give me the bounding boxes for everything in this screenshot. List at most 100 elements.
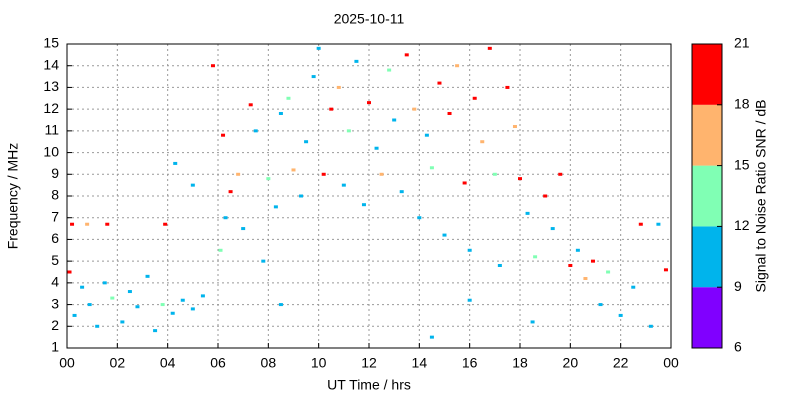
data-point <box>291 168 296 172</box>
colorbar-frame <box>691 43 723 349</box>
data-point <box>200 294 205 298</box>
colorbar-label: Signal to Noise Ratio SNR / dB <box>753 100 769 293</box>
data-point <box>417 216 422 220</box>
data-point <box>533 255 538 259</box>
data-point <box>105 222 110 226</box>
data-point <box>163 222 168 226</box>
colorbar-bin <box>692 287 722 348</box>
data-point <box>472 96 477 100</box>
data-point <box>80 285 85 289</box>
x-tick-label: 14 <box>412 355 428 371</box>
x-axis-label: UT Time / hrs <box>327 377 411 393</box>
colorbar-tick-label: 9 <box>734 278 742 294</box>
data-point <box>153 329 158 333</box>
data-point <box>638 222 643 226</box>
data-point <box>278 111 283 115</box>
data-point <box>442 233 447 237</box>
data-point <box>505 85 510 89</box>
data-point <box>228 190 233 194</box>
data-point <box>374 146 379 150</box>
data-point <box>631 285 636 289</box>
data-point <box>429 335 434 339</box>
data-point <box>85 222 90 226</box>
data-point <box>648 324 653 328</box>
data-point <box>387 68 392 72</box>
data-point <box>497 263 502 267</box>
data-point <box>575 248 580 252</box>
data-point <box>656 222 661 226</box>
data-point <box>190 183 195 187</box>
data-point <box>467 298 472 302</box>
data-point <box>299 194 304 198</box>
y-tick-label: 8 <box>51 187 59 203</box>
data-point <box>361 203 366 207</box>
data-point <box>170 311 175 315</box>
y-tick-label: 13 <box>43 78 59 94</box>
colorbar-tick-label: 18 <box>734 96 750 112</box>
data-point <box>236 172 241 176</box>
data-point <box>261 259 266 263</box>
data-point <box>412 107 417 111</box>
data-point <box>110 296 115 300</box>
data-point <box>590 259 595 263</box>
data-point <box>367 101 371 105</box>
data-point <box>467 248 472 252</box>
data-point <box>253 129 258 133</box>
data-point <box>223 216 228 220</box>
data-point <box>447 111 452 115</box>
data-point <box>173 161 178 165</box>
data-point <box>273 205 278 209</box>
data-point <box>606 270 611 274</box>
data-point <box>618 313 623 317</box>
y-tick-label: 4 <box>51 274 59 290</box>
data-point <box>598 303 603 307</box>
x-tick-label: 20 <box>563 355 579 371</box>
x-tick-label: 16 <box>462 355 478 371</box>
colorbar-bin <box>692 104 722 166</box>
data-point <box>568 263 573 267</box>
data-point <box>190 307 195 311</box>
data-point <box>354 59 359 63</box>
data-point <box>399 190 404 194</box>
data-point <box>218 248 223 252</box>
colorbar-tick-label: 6 <box>734 339 742 355</box>
data-point <box>437 81 442 85</box>
data-point <box>424 133 429 137</box>
data-point <box>241 227 246 231</box>
data-point <box>248 103 253 107</box>
data-point <box>518 177 522 181</box>
y-tick-label: 9 <box>51 165 59 181</box>
data-point <box>180 298 185 302</box>
data-point <box>70 222 75 226</box>
y-tick-label: 12 <box>43 100 59 116</box>
y-tick-label: 15 <box>43 35 59 51</box>
x-tick-label: 10 <box>311 355 327 371</box>
colorbar-bin <box>692 165 722 227</box>
data-point <box>286 96 291 100</box>
data-point <box>304 140 309 144</box>
data-point <box>429 166 434 170</box>
data-point <box>487 46 492 50</box>
data-point <box>95 324 100 328</box>
data-point <box>480 140 485 144</box>
y-tick-label: 7 <box>51 208 59 224</box>
data-point <box>266 177 271 181</box>
data-point <box>543 194 548 198</box>
data-point <box>278 303 283 307</box>
data-point <box>329 107 334 111</box>
colorbar-bin <box>692 226 722 288</box>
x-tick-label: 12 <box>361 355 377 371</box>
x-tick-label: 04 <box>160 355 176 371</box>
data-point <box>525 211 530 215</box>
data-point <box>558 172 563 176</box>
data-point <box>311 75 316 79</box>
y-tick-label: 6 <box>51 230 59 246</box>
y-tick-label: 10 <box>43 143 59 159</box>
x-tick-label: 06 <box>210 355 226 371</box>
data-point <box>102 281 107 285</box>
y-tick-label: 2 <box>51 317 59 333</box>
x-tick-label: 18 <box>512 355 528 371</box>
y-tick-label: 1 <box>51 339 59 355</box>
